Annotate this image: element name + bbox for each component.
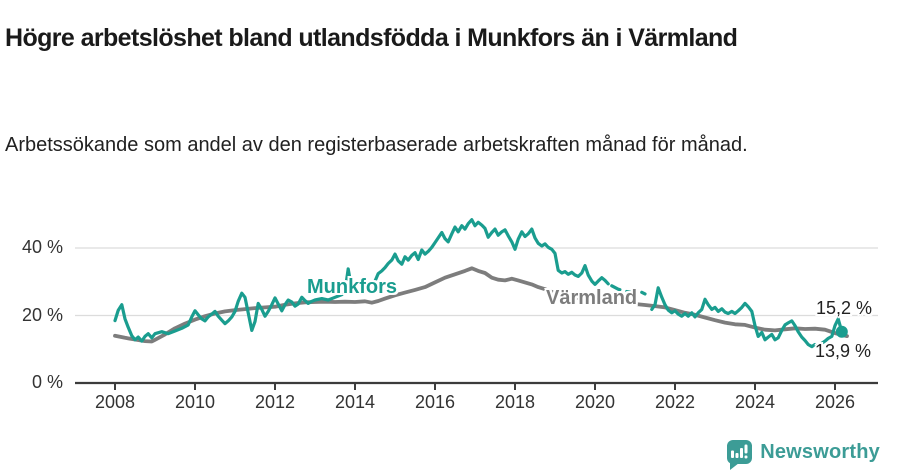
series-label-munkfors: Munkfors <box>307 276 397 298</box>
line-munkfors-segment-2 <box>650 286 844 349</box>
x-axis-tick-label-2020: 2020 <box>574 392 616 412</box>
line-varmland <box>113 266 849 344</box>
y-axis-tick-label-40: 40 % <box>21 237 63 257</box>
x-axis-tick-label-2012: 2012 <box>254 392 296 412</box>
x-axis-tick-label-2014: 2014 <box>334 392 376 412</box>
x-axis-tick-label-2008: 2008 <box>94 392 136 412</box>
line-munkfors-segment-0 <box>113 218 610 343</box>
chart-subtitle: Arbetssökande som andel av den registerb… <box>5 134 748 156</box>
newsworthy-logo: Newsworthy <box>727 437 880 470</box>
y-axis-tick-label-0: 0 % <box>31 372 63 392</box>
page-title: Högre arbetslöshet bland utlandsfödda i … <box>5 23 738 52</box>
end-value-label-munkfors: 15,2 % <box>816 298 873 318</box>
line-munkfors-segment-1 <box>610 284 647 296</box>
munkfors-end-dot <box>835 325 848 338</box>
x-axis-tick-label-2026: 2026 <box>814 392 856 412</box>
x-axis-tick-label-2016: 2016 <box>414 392 456 412</box>
y-axis-tick-label-20: 20 % <box>21 305 63 325</box>
series-label-varmland: Värmland <box>546 287 638 309</box>
bar-chart-speech-bubble-icon <box>727 440 753 470</box>
x-axis-tick-label-2010: 2010 <box>174 392 216 412</box>
x-axis-tick-label-2018: 2018 <box>494 392 536 412</box>
brand-name: Newsworthy <box>760 440 880 463</box>
x-axis-tick-label-2024: 2024 <box>734 392 776 412</box>
x-axis-tick-label-2022: 2022 <box>654 392 696 412</box>
bar-chart-glyph <box>731 444 748 459</box>
end-value-label-varmland: 13,9 % <box>815 341 872 361</box>
